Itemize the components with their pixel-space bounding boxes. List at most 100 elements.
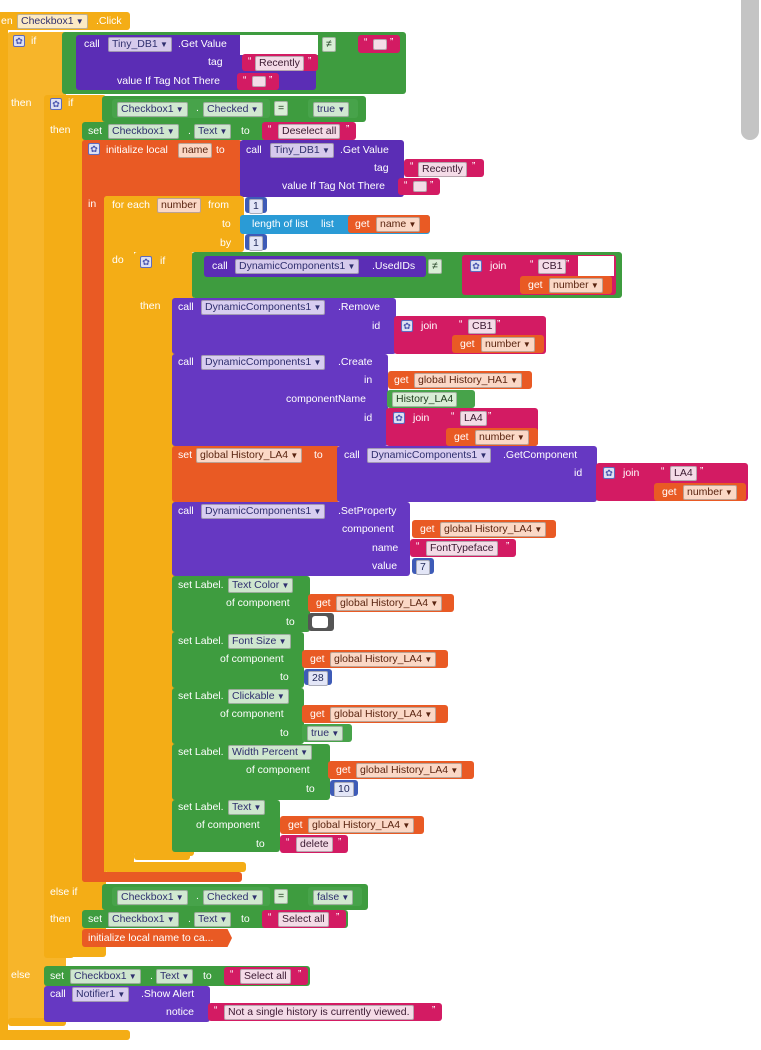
join-label: join — [421, 320, 438, 332]
set-property-label: .SetProperty — [338, 505, 397, 517]
number-width[interactable]: 10 — [334, 782, 354, 797]
number-seven[interactable]: 7 — [416, 560, 430, 575]
text-la4[interactable]: LA4 — [460, 411, 487, 426]
text-select-all[interactable]: Select all — [278, 912, 329, 927]
variable-dropdown[interactable]: name — [376, 217, 421, 232]
number-font-size[interactable]: 28 — [308, 671, 328, 686]
property-dropdown[interactable]: Clickable — [228, 689, 289, 704]
show-alert-label: .Show Alert — [141, 988, 195, 1000]
true-dropdown[interactable]: true — [313, 102, 350, 117]
tinydb-dropdown[interactable]: Tiny_DB1 — [108, 37, 172, 52]
checked-prop-dropdown[interactable]: Checked — [203, 890, 263, 905]
component-label: component — [342, 523, 394, 535]
text-deselect-all[interactable]: Deselect all — [278, 124, 341, 139]
dyn-dropdown[interactable]: DynamicComponents1 — [201, 355, 326, 370]
do-label: do — [112, 254, 124, 266]
mutator-gear-icon[interactable]: ✿ — [140, 256, 152, 268]
loop-variable-field[interactable]: number — [157, 198, 201, 213]
event-component-dropdown[interactable]: Checkbox1 — [17, 14, 88, 29]
remove-label: .Remove — [338, 301, 381, 313]
to-label: to — [203, 970, 212, 982]
compare-op-dropdown[interactable]: ≠ — [428, 259, 442, 274]
variable-dropdown[interactable]: number — [481, 337, 535, 352]
text-cb1[interactable]: CB1 — [538, 259, 567, 274]
collapsed-init-block[interactable] — [82, 929, 232, 947]
text-la4[interactable]: LA4 — [670, 466, 697, 481]
to-label: to — [216, 144, 225, 156]
number-by[interactable]: 1 — [249, 236, 263, 251]
get-label: get — [528, 279, 543, 291]
true-dropdown[interactable]: true — [307, 726, 344, 741]
variable-dropdown[interactable]: global History_LA4 — [330, 652, 437, 667]
false-dropdown[interactable]: false — [313, 890, 354, 905]
tinydb-dropdown[interactable]: Tiny_DB1 — [270, 143, 334, 158]
text-empty[interactable] — [252, 76, 266, 87]
join-label: join — [623, 467, 640, 479]
init-local-block[interactable] — [82, 140, 242, 198]
text-prop-dropdown[interactable]: Text — [194, 124, 232, 139]
dyn-dropdown[interactable]: DynamicComponents1 — [235, 259, 360, 274]
mutator-gear-icon[interactable]: ✿ — [470, 260, 482, 272]
number-from[interactable]: 1 — [249, 199, 263, 214]
property-dropdown[interactable]: Width Percent — [228, 745, 313, 760]
dyn-dropdown[interactable]: DynamicComponents1 — [201, 504, 326, 519]
variable-dropdown[interactable]: global History_LA4 — [336, 596, 443, 611]
of-component-label: of component — [220, 653, 284, 665]
mutator-gear-icon[interactable]: ✿ — [88, 143, 100, 155]
mutator-gear-icon[interactable]: ✿ — [13, 35, 25, 47]
checkbox-dropdown[interactable]: Checkbox1 — [108, 124, 179, 139]
checked-prop-dropdown[interactable]: Checked — [203, 102, 263, 117]
text-select-all[interactable]: Select all — [240, 969, 291, 984]
dyn-dropdown[interactable]: DynamicComponents1 — [367, 448, 492, 463]
variable-dropdown[interactable]: number — [683, 485, 737, 500]
compare-op-dropdown[interactable]: ≠ — [322, 37, 336, 52]
to-label: to — [256, 838, 265, 850]
variable-dropdown[interactable]: global History_LA4 — [308, 818, 415, 833]
property-dropdown[interactable]: Text — [228, 800, 266, 815]
in-label: in — [88, 198, 97, 210]
mutator-gear-icon[interactable]: ✿ — [393, 412, 405, 424]
text-recently[interactable]: Recently — [255, 56, 304, 71]
compare-op-dropdown[interactable]: = — [274, 101, 289, 116]
text-prop-dropdown[interactable]: Text — [156, 969, 194, 984]
variable-dropdown[interactable]: number — [475, 430, 529, 445]
notifier-dropdown[interactable]: Notifier1 — [72, 987, 130, 1002]
variable-dropdown[interactable]: global History_HA1 — [414, 373, 523, 388]
notice-label: notice — [166, 1006, 195, 1018]
checkbox-dropdown[interactable]: Checkbox1 — [108, 912, 179, 927]
text-delete[interactable]: delete — [296, 837, 333, 852]
property-dropdown[interactable]: Font Size — [228, 634, 291, 649]
text-cb1[interactable]: CB1 — [468, 319, 497, 334]
for-range-body — [104, 196, 134, 864]
mutator-gear-icon[interactable]: ✿ — [603, 467, 615, 479]
dyn-dropdown[interactable]: DynamicComponents1 — [201, 300, 326, 315]
if-label: if — [160, 255, 166, 267]
text-recently[interactable]: Recently — [418, 162, 467, 177]
get-label: get — [454, 431, 469, 443]
checkbox-dropdown[interactable]: Checkbox1 — [117, 890, 188, 905]
variable-dropdown[interactable]: global History_LA4 — [356, 763, 463, 778]
get-label: get — [355, 218, 370, 230]
vertical-scrollbar[interactable] — [741, 0, 759, 140]
text-empty-2[interactable] — [373, 39, 387, 50]
text-alert-message[interactable]: Not a single history is currently viewed… — [224, 1005, 414, 1020]
color-swatch-white[interactable] — [312, 616, 328, 628]
variable-dropdown[interactable]: global History_LA4 — [330, 707, 437, 722]
local-name-field[interactable]: name — [178, 143, 213, 158]
text-prop-dropdown[interactable]: Text — [194, 912, 232, 927]
text-empty[interactable] — [413, 181, 427, 192]
id-label: id — [372, 320, 381, 332]
text-font-typeface[interactable]: FontTypeface — [426, 541, 498, 556]
mutator-gear-icon[interactable]: ✿ — [50, 98, 62, 110]
list-label: list — [321, 218, 334, 230]
inner-if-bottom — [44, 950, 74, 958]
checkbox-dropdown[interactable]: Checkbox1 — [117, 102, 188, 117]
variable-dropdown[interactable]: global History_LA4 — [440, 522, 547, 537]
mutator-gear-icon[interactable]: ✿ — [401, 320, 413, 332]
compare-op-dropdown[interactable]: = — [274, 889, 289, 904]
property-dropdown[interactable]: Text Color — [228, 578, 294, 593]
component-type-field[interactable]: History_LA4 — [392, 392, 458, 407]
variable-dropdown[interactable]: global History_LA4 — [196, 448, 303, 463]
checkbox-dropdown[interactable]: Checkbox1 — [70, 969, 141, 984]
variable-dropdown[interactable]: number — [549, 278, 603, 293]
